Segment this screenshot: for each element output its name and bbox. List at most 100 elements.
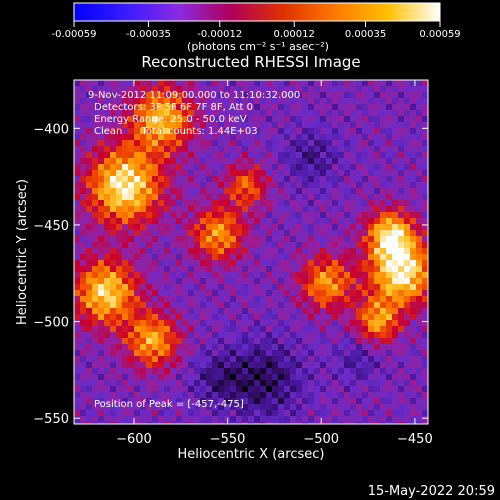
heatmap-cell xyxy=(392,332,399,339)
heatmap-cell xyxy=(266,416,273,423)
heatmap-cell xyxy=(206,302,213,309)
heatmap-cell xyxy=(326,206,333,213)
heatmap-cell xyxy=(224,380,231,387)
heatmap-cell xyxy=(200,422,207,424)
heatmap-cell xyxy=(74,110,81,117)
heatmap-cell xyxy=(296,266,303,273)
heatmap-cell xyxy=(398,224,405,231)
heatmap-cell xyxy=(338,326,345,333)
heatmap-cell xyxy=(128,80,135,87)
heatmap-cell xyxy=(302,308,309,315)
heatmap-cell xyxy=(302,266,309,273)
heatmap-cell xyxy=(410,344,417,351)
heatmap-cell xyxy=(176,242,183,249)
heatmap-cell xyxy=(98,104,105,111)
heatmap-cell xyxy=(224,248,231,255)
heatmap-cell xyxy=(272,278,279,285)
heatmap-cell xyxy=(140,338,147,345)
heatmap-cell xyxy=(266,278,273,285)
heatmap-cell xyxy=(98,296,105,303)
heatmap-cell xyxy=(158,380,165,387)
heatmap-cell xyxy=(350,374,357,381)
heatmap-cell xyxy=(164,332,171,339)
heatmap-cell xyxy=(164,206,171,213)
heatmap-cell xyxy=(332,314,339,321)
heatmap-cell xyxy=(86,218,93,225)
heatmap-cell xyxy=(236,122,243,129)
heatmap-cell xyxy=(362,422,369,424)
heatmap-cell xyxy=(362,230,369,237)
heatmap-cell xyxy=(206,332,213,339)
heatmap-cell xyxy=(134,344,141,351)
heatmap-cell xyxy=(398,92,405,99)
y-tick-label: −500 xyxy=(33,316,69,331)
heatmap-cell xyxy=(302,170,309,177)
heatmap-cell xyxy=(314,374,321,381)
heatmap-cell xyxy=(92,248,99,255)
heatmap-cell xyxy=(284,314,291,321)
heatmap-cell xyxy=(308,158,315,165)
heatmap-cell xyxy=(410,128,417,135)
heatmap-cell xyxy=(350,170,357,177)
heatmap-cell xyxy=(218,344,225,351)
heatmap-cell xyxy=(92,392,99,399)
heatmap-cell xyxy=(266,152,273,159)
heatmap-cell xyxy=(74,356,81,363)
heatmap-cell xyxy=(380,374,387,381)
heatmap-cell xyxy=(326,218,333,225)
heatmap-cell xyxy=(296,410,303,417)
heatmap-cell xyxy=(164,314,171,321)
heatmap-cell xyxy=(224,350,231,357)
heatmap-cell xyxy=(146,218,153,225)
heatmap-cell xyxy=(74,386,81,393)
heatmap-cell xyxy=(314,176,321,183)
heatmap-cell xyxy=(182,308,189,315)
heatmap-cell xyxy=(314,122,321,129)
heatmap-cell xyxy=(146,362,153,369)
heatmap-cell xyxy=(92,218,99,225)
heatmap-cell xyxy=(164,266,171,273)
heatmap-cell xyxy=(122,374,129,381)
heatmap-cell xyxy=(320,392,327,399)
heatmap-cell xyxy=(92,122,99,129)
heatmap-cell xyxy=(224,344,231,351)
heatmap-cell xyxy=(146,206,153,213)
heatmap-cell xyxy=(194,176,201,183)
heatmap-cell xyxy=(308,374,315,381)
heatmap-cell xyxy=(158,224,165,231)
heatmap-cell xyxy=(206,158,213,165)
heatmap-cell xyxy=(326,104,333,111)
heatmap-cell xyxy=(170,140,177,147)
heatmap-cell xyxy=(260,116,267,123)
heatmap-cell xyxy=(80,122,87,129)
heatmap-cell xyxy=(278,134,285,141)
heatmap-cell xyxy=(86,308,93,315)
heatmap-cell xyxy=(386,422,393,424)
heatmap-cell xyxy=(224,368,231,375)
heatmap-cell xyxy=(158,230,165,237)
heatmap-cell xyxy=(422,218,428,225)
heatmap-cell xyxy=(236,158,243,165)
heatmap-cell xyxy=(272,326,279,333)
heatmap-cell xyxy=(140,290,147,297)
heatmap-cell xyxy=(362,344,369,351)
heatmap-cell xyxy=(200,128,207,135)
heatmap-cell xyxy=(380,266,387,273)
heatmap-cell xyxy=(386,248,393,255)
heatmap-cell xyxy=(218,302,225,309)
heatmap-cell xyxy=(254,200,261,207)
heatmap-cell xyxy=(362,326,369,333)
heatmap-cell xyxy=(152,254,159,261)
heatmap-cell xyxy=(128,248,135,255)
heatmap-cell xyxy=(368,320,375,327)
heatmap-cell xyxy=(104,302,111,309)
heatmap-cell xyxy=(206,356,213,363)
heatmap-cell xyxy=(386,176,393,183)
heatmap-cell xyxy=(80,194,87,201)
heatmap-cell xyxy=(146,230,153,237)
heatmap-cell xyxy=(74,248,81,255)
heatmap-cell xyxy=(122,248,129,255)
heatmap-cell xyxy=(284,248,291,255)
heatmap-cell xyxy=(140,140,147,147)
heatmap-cell xyxy=(92,374,99,381)
